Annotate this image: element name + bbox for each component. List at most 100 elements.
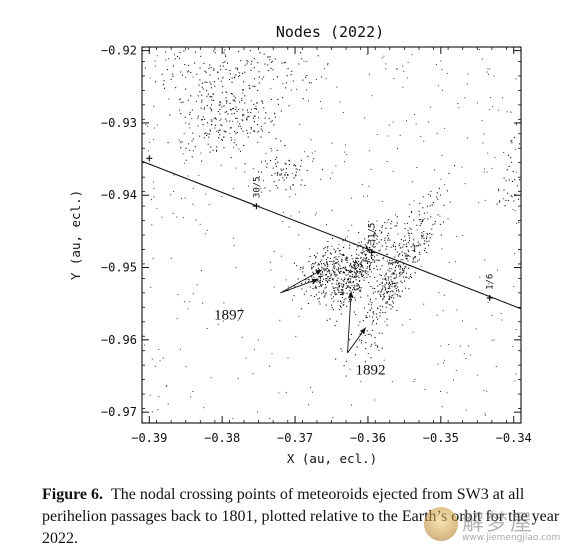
scatter-point <box>490 97 492 98</box>
scatter-point <box>398 244 400 246</box>
scatter-point <box>298 316 300 317</box>
scatter-point <box>374 256 376 258</box>
scatter-point <box>220 80 222 82</box>
scatter-point <box>222 76 224 78</box>
scatter-point <box>430 190 432 192</box>
scatter-point <box>244 102 246 104</box>
scatter-point <box>227 113 229 115</box>
scatter-point <box>185 159 187 161</box>
scatter-point <box>448 262 450 263</box>
scatter-point <box>229 127 231 129</box>
scatter-point <box>406 120 407 122</box>
scatter-point <box>346 261 348 263</box>
scatter-point <box>268 118 270 120</box>
scatter-point <box>360 241 362 243</box>
scatter-point <box>423 140 425 142</box>
scatter-point <box>247 61 249 63</box>
scatter-point <box>188 123 190 125</box>
scatter-point <box>256 411 258 413</box>
scatter-point <box>348 300 350 302</box>
scatter-point <box>382 258 384 260</box>
scatter-point <box>461 166 463 168</box>
scatter-point <box>354 285 356 287</box>
scatter-point <box>385 288 387 290</box>
scatter-point <box>223 136 225 138</box>
scatter-point <box>156 207 158 209</box>
scatter-point <box>219 65 221 67</box>
scatter-point <box>318 263 320 265</box>
scatter-point <box>339 309 341 311</box>
scatter-point <box>283 211 285 213</box>
scatter-point <box>267 64 269 66</box>
scatter-point <box>464 97 466 99</box>
scatter-point <box>349 290 351 292</box>
scatter-point <box>390 246 392 248</box>
scatter-point <box>326 262 328 264</box>
scatter-point <box>491 339 493 341</box>
scatter-point <box>344 272 346 274</box>
scatter-point <box>350 282 352 284</box>
scatter-point <box>296 265 298 267</box>
scatter-point <box>219 129 221 131</box>
scatter-point <box>209 129 211 131</box>
scatter-point <box>395 283 397 285</box>
scatter-point <box>246 117 248 119</box>
scatter-point <box>339 300 341 302</box>
scatter-point <box>351 197 352 199</box>
scatter-point <box>219 113 221 115</box>
scatter-point <box>348 297 350 299</box>
orbit-date-label: 1/6 <box>486 274 496 290</box>
scatter-point <box>332 286 334 288</box>
scatter-point <box>283 174 285 176</box>
scatter-point <box>392 262 394 264</box>
scatter-point <box>211 120 213 122</box>
scatter-point <box>402 263 404 265</box>
scatter-point <box>276 149 278 151</box>
scatter-point <box>318 281 320 283</box>
scatter-point <box>429 237 431 239</box>
scatter-point <box>397 148 398 150</box>
scatter-point <box>360 252 362 254</box>
scatter-point <box>412 257 414 259</box>
scatter-point <box>409 276 411 278</box>
scatter-point <box>301 282 303 284</box>
scatter-point <box>355 257 357 259</box>
scatter-point <box>386 302 388 304</box>
scatter-point <box>345 257 347 259</box>
scatter-point <box>251 108 252 110</box>
scatter-point <box>365 245 367 247</box>
scatter-point <box>366 262 368 264</box>
scatter-point <box>190 396 192 398</box>
scatter-point <box>327 241 329 243</box>
scatter-point <box>360 262 362 264</box>
scatter-point <box>396 216 398 218</box>
scatter-point <box>374 246 376 248</box>
scatter-point <box>274 172 276 174</box>
scatter-point <box>276 174 278 176</box>
scatter-point <box>388 304 390 306</box>
scatter-point <box>335 256 337 258</box>
scatter-point <box>206 105 208 107</box>
scatter-point <box>209 81 211 83</box>
scatter-point <box>385 272 387 274</box>
scatter-point <box>265 160 267 162</box>
scatter-point <box>235 267 237 269</box>
scatter-point <box>235 117 237 119</box>
scatter-point <box>359 263 361 265</box>
scatter-point <box>356 262 358 264</box>
scatter-point <box>363 307 365 309</box>
scatter-point <box>321 266 323 268</box>
scatter-point <box>201 160 203 162</box>
scatter-point <box>407 249 409 251</box>
scatter-point <box>323 248 325 250</box>
scatter-point <box>352 276 354 278</box>
scatter-point <box>233 107 235 109</box>
scatter-point <box>318 264 320 266</box>
scatter-point <box>516 222 518 224</box>
scatter-point <box>179 99 181 101</box>
scatter-point <box>356 270 358 272</box>
scatter-point <box>282 168 284 170</box>
scatter-point <box>420 219 422 221</box>
scatter-point <box>403 270 405 272</box>
scatter-point <box>207 133 209 135</box>
